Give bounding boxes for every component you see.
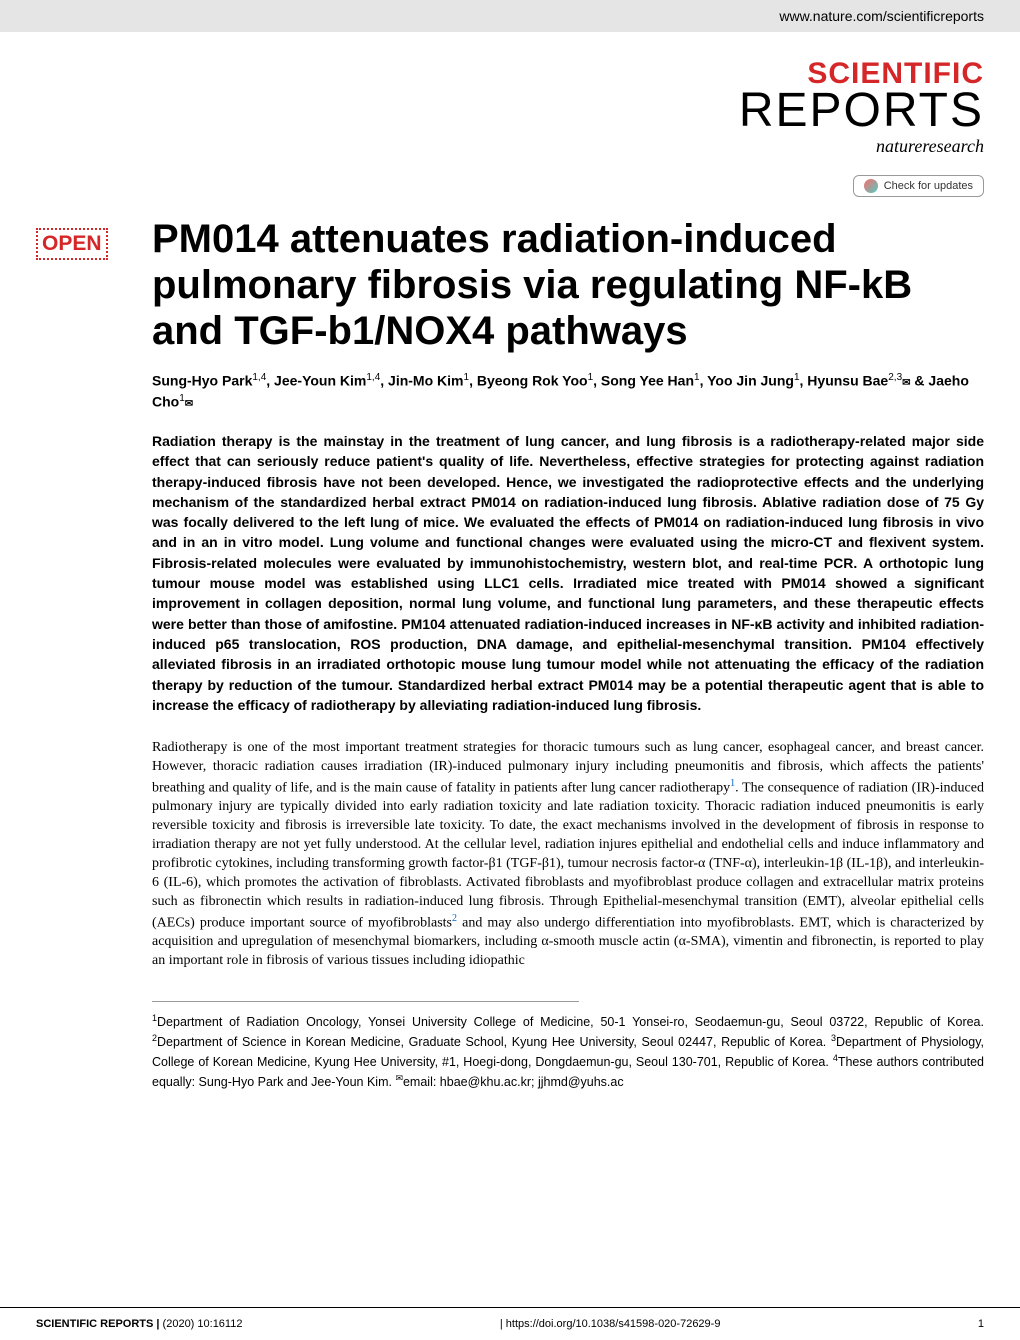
main-content: OPEN PM014 attenuates radiation-induced … [0, 206, 1020, 1112]
body-paragraph: Radiotherapy is one of the most importan… [152, 739, 984, 971]
footer-journal: SCIENTIFIC REPORTS | [36, 1318, 159, 1330]
check-updates-label: Check for updates [884, 180, 973, 192]
site-url[interactable]: www.nature.com/scientificreports [779, 8, 984, 24]
check-updates-icon [864, 179, 878, 193]
logo-area: SCIENTIFIC REPORTS natureresearch Check … [0, 32, 1020, 206]
logo-nature: natureresearch [36, 136, 984, 157]
header-bar: www.nature.com/scientificreports [0, 0, 1020, 32]
check-updates-button[interactable]: Check for updates [853, 175, 984, 197]
authors-list: Sung-Hyo Park1,4, Jee-Youn Kim1,4, Jin-M… [152, 370, 984, 413]
footer-citation: (2020) 10:16112 [163, 1318, 243, 1330]
article-title: PM014 attenuates radiation-induced pulmo… [152, 216, 984, 354]
title-block: PM014 attenuates radiation-induced pulmo… [152, 216, 984, 971]
logo-reports: REPORTS [36, 89, 984, 132]
affiliations: 1Department of Radiation Oncology, Yonse… [152, 1012, 984, 1092]
footer: SCIENTIFIC REPORTS | (2020) 10:16112 | h… [0, 1307, 1020, 1340]
footer-left: SCIENTIFIC REPORTS | (2020) 10:16112 [36, 1318, 242, 1330]
footer-doi[interactable]: | https://doi.org/10.1038/s41598-020-726… [500, 1318, 721, 1330]
abstract: Radiation therapy is the mainstay in the… [152, 431, 984, 715]
open-access-badge: OPEN [36, 228, 108, 260]
affiliations-divider [152, 1001, 579, 1002]
footer-page-number: 1 [978, 1318, 984, 1330]
